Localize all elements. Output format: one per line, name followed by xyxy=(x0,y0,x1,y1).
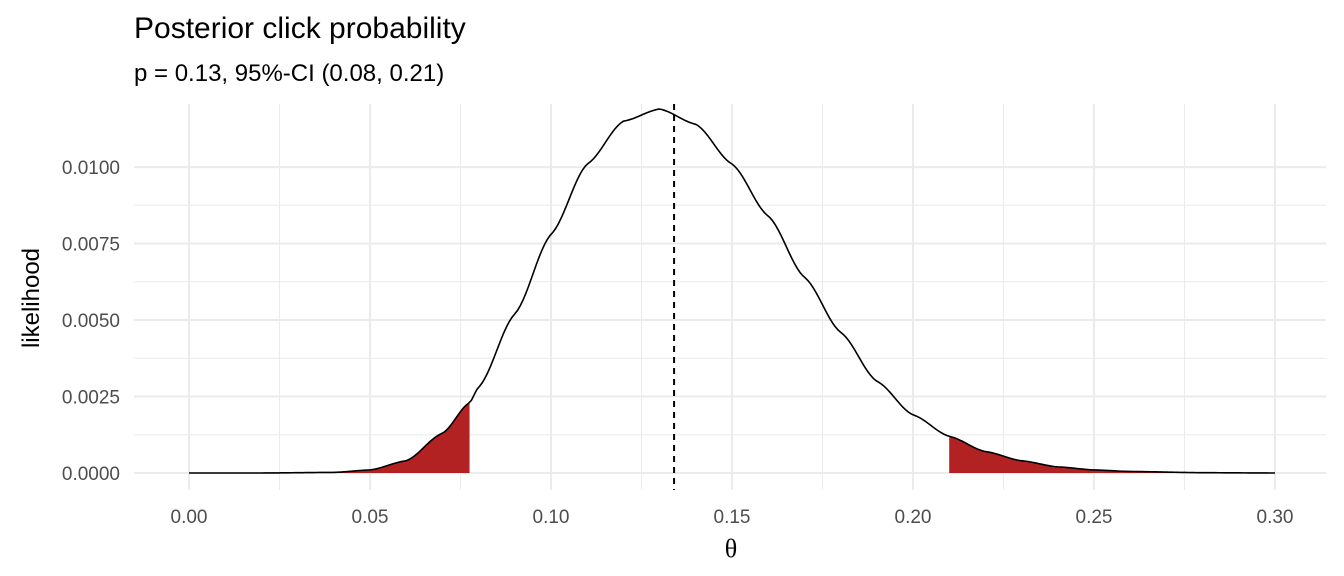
x-tick-label: 0.00 xyxy=(171,507,208,528)
lower-tail-area xyxy=(333,402,470,473)
tail-areas xyxy=(333,402,1221,473)
y-tick-label: 0.0025 xyxy=(62,388,120,409)
x-tick-label: 0.30 xyxy=(1257,507,1294,528)
x-tick-label: 0.25 xyxy=(1076,507,1113,528)
y-tick-label: 0.0000 xyxy=(62,464,120,485)
y-tick-label: 0.0100 xyxy=(62,158,120,179)
y-axis-title: likelihood xyxy=(18,248,45,348)
x-tick-label: 0.20 xyxy=(895,507,932,528)
y-tick-label: 0.0075 xyxy=(62,235,120,256)
upper-tail-area xyxy=(949,436,1221,473)
x-axis-title: θ xyxy=(725,534,737,563)
chart-title: Posterior click probability xyxy=(134,12,466,45)
x-tick-labels: 0.00 0.05 0.10 0.15 0.20 0.25 0.30 xyxy=(171,507,1294,528)
grid-lines xyxy=(134,104,1326,490)
density-curve xyxy=(189,108,1276,474)
y-tick-labels: 0.0000 0.0025 0.0050 0.0075 0.0100 xyxy=(62,158,120,485)
y-tick-label: 0.0050 xyxy=(62,311,120,332)
x-tick-label: 0.15 xyxy=(714,507,751,528)
x-tick-label: 0.05 xyxy=(352,507,389,528)
density-curve-group xyxy=(189,108,1276,474)
x-tick-label: 0.10 xyxy=(533,507,570,528)
chart-subtitle: p = 0.13, 95%-CI (0.08, 0.21) xyxy=(134,60,445,87)
